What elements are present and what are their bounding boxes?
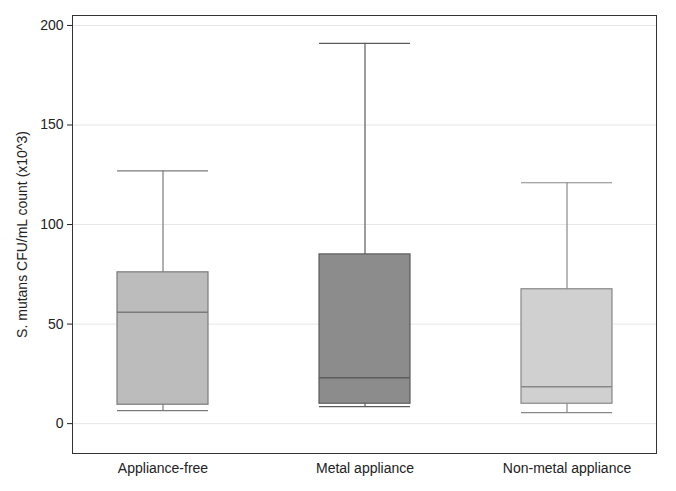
svg-text:S. mutans CFU/mL count (x10^3): S. mutans CFU/mL count (x10^3) [14, 131, 30, 338]
svg-text:Metal appliance: Metal appliance [316, 460, 414, 476]
svg-text:0: 0 [56, 415, 64, 431]
svg-text:200: 200 [40, 17, 64, 33]
svg-text:50: 50 [48, 316, 64, 332]
svg-text:100: 100 [40, 216, 64, 232]
svg-text:Non-metal appliance: Non-metal appliance [503, 460, 632, 476]
svg-text:Appliance-free: Appliance-free [118, 460, 208, 476]
svg-text:150: 150 [40, 116, 64, 132]
